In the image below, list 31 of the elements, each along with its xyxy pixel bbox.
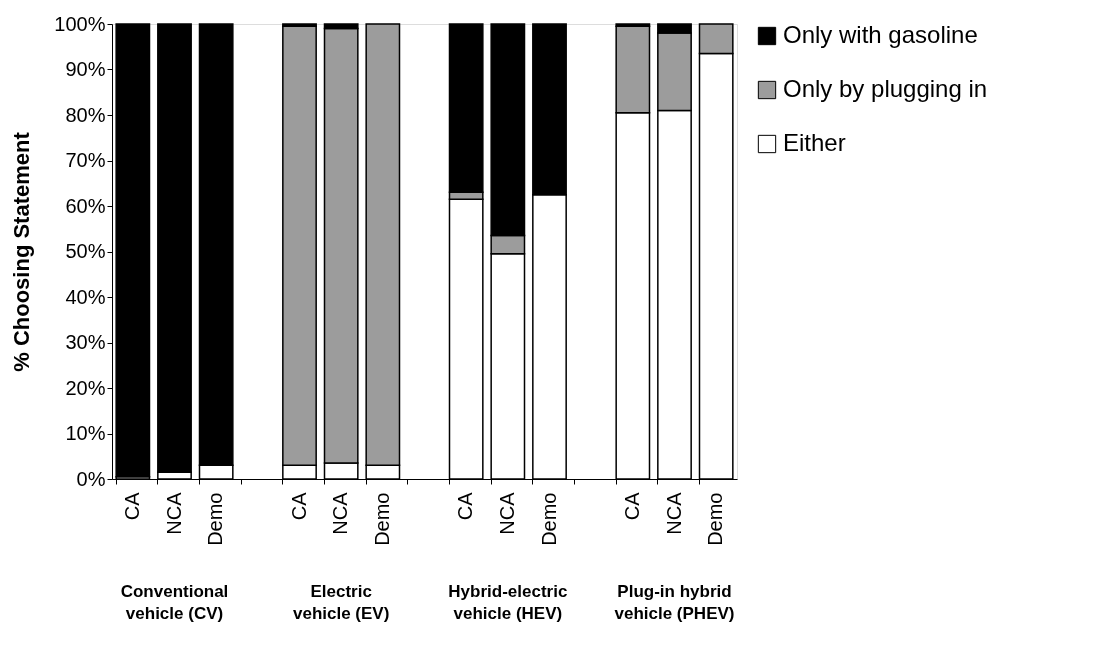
- x-tick-label: Demo: [370, 492, 393, 546]
- x-tick-label: NCA: [162, 491, 185, 535]
- x-tick-label: NCA: [495, 491, 518, 535]
- x-tick-label: CA: [287, 491, 310, 521]
- y-tick-label: 60%: [65, 194, 106, 217]
- y-tick-label: 70%: [65, 149, 106, 171]
- y-axis-title: % Choosing Statement: [9, 131, 35, 372]
- y-tick-label: 40%: [65, 285, 106, 308]
- text: Conventional vehicle (CV): [120, 582, 229, 623]
- text: Electric vehicle (EV): [292, 582, 390, 623]
- y-tick-label: 30%: [65, 331, 106, 353]
- legend-label: Either: [783, 129, 846, 156]
- x-tick-label: Demo: [704, 492, 727, 546]
- legend-label: Only with gasoline: [783, 21, 978, 48]
- x-tick-label: NCA: [662, 491, 685, 535]
- x-tick-label: CA: [120, 491, 143, 521]
- y-tick-label: 90%: [65, 58, 106, 80]
- x-tick-label: Demo: [204, 492, 227, 546]
- y-tick-label: 0%: [76, 467, 106, 490]
- y-tick-label: 20%: [65, 376, 106, 399]
- text: Hybrid-electric vehicle (HEV): [448, 582, 568, 623]
- x-tick-label: NCA: [329, 491, 352, 535]
- x-tick-label: Demo: [537, 492, 560, 546]
- y-tick-label: 80%: [65, 103, 106, 126]
- y-tick-label: 100%: [54, 12, 106, 35]
- x-tick-label: CA: [454, 491, 477, 521]
- y-tick-label: 10%: [65, 422, 106, 444]
- x-tick-label: CA: [620, 491, 643, 521]
- legend-label: Only by plugging in: [783, 75, 988, 102]
- y-tick-label: 50%: [65, 240, 106, 262]
- text: Plug-in hybrid vehicle (PHEV): [614, 582, 735, 623]
